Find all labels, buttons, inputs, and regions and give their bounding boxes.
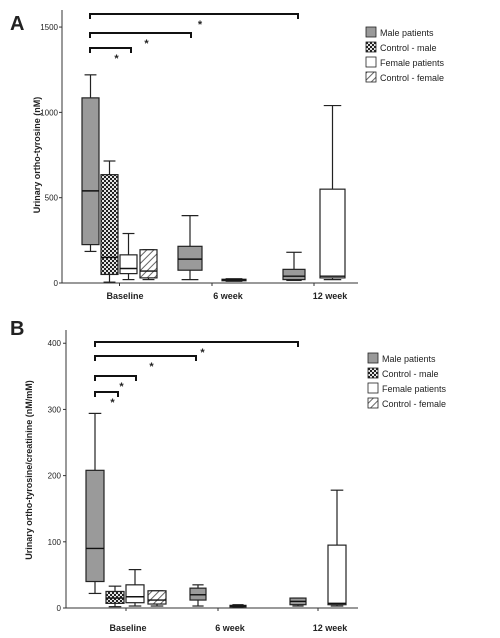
box-iqr	[147, 590, 167, 605]
category-label: 6 week	[213, 291, 244, 301]
y-tick-label: 0	[54, 279, 59, 288]
bracket-line	[94, 355, 197, 361]
box-plot	[177, 215, 203, 281]
panel-a-y-axis-label: Urinary ortho-tyrosine (nM)	[32, 97, 42, 214]
panel-b-y-axis-label: Urinary ortho-tyrosine/creatinine (nM/mM…	[24, 380, 34, 560]
panel-b-category-labels: Baseline 6 week 12 week	[109, 623, 348, 633]
panel-a-boxes	[81, 74, 346, 283]
box-iqr	[282, 268, 306, 281]
panel-a-legend: Male patients Control - male Female pati…	[365, 26, 445, 83]
category-label: 12 week	[313, 623, 349, 633]
box-iqr	[119, 254, 138, 275]
significance-star: *	[200, 347, 205, 359]
bracket-line	[89, 32, 192, 38]
legend-swatch	[367, 352, 379, 364]
box-plot	[282, 251, 306, 282]
box-plot	[327, 489, 347, 607]
panel-b-y-axis-label-text: Urinary ortho-tyrosine/creatinine (nM/mM…	[24, 380, 34, 560]
significance-star: *	[119, 381, 124, 393]
box-plot	[105, 585, 125, 608]
panel-a-axes: 0 500 1000 1500	[40, 10, 358, 288]
legend-label: Female patients	[382, 384, 447, 394]
box-plot	[221, 278, 247, 282]
y-tick-label: 1000	[40, 108, 58, 117]
box-iqr	[100, 174, 119, 276]
box-plot	[85, 412, 105, 595]
box-iqr	[139, 249, 158, 279]
panel-a: A Urinary ortho-tyrosine (nM) 0 500 1000 15…	[10, 10, 445, 301]
box-plot	[147, 590, 167, 607]
box-plot	[100, 160, 119, 283]
box-iqr	[81, 97, 100, 246]
legend-label: Male patients	[380, 28, 434, 38]
legend-label: Male patients	[382, 354, 436, 364]
box-iqr	[319, 188, 346, 279]
box-plot	[229, 604, 247, 608]
y-tick-label: 0	[57, 604, 62, 613]
significance-bracket: *	[94, 341, 299, 359]
box-plot	[289, 597, 307, 607]
legend-label: Control - male	[380, 43, 437, 53]
box-plot	[189, 584, 207, 607]
y-tick-label: 100	[48, 538, 62, 547]
y-tick-label: 300	[48, 405, 62, 414]
legend-swatch	[365, 41, 377, 53]
panel-b-label: B	[10, 318, 24, 340]
bracket-line	[94, 341, 299, 347]
legend-label: Control - male	[382, 369, 439, 379]
box-plot	[319, 104, 346, 281]
category-label: Baseline	[109, 623, 146, 633]
box-iqr	[327, 544, 347, 606]
y-tick-label: 1500	[40, 23, 58, 32]
box-iqr	[177, 245, 203, 271]
significance-star: *	[144, 38, 149, 50]
significance-star: *	[110, 397, 115, 409]
legend-swatch	[365, 26, 377, 38]
significance-bracket: *	[94, 355, 197, 373]
significance-star: *	[198, 19, 203, 31]
significance-bracket: *	[94, 375, 137, 393]
box-iqr	[85, 469, 105, 583]
panel-b-legend: Male patients Control - male Female pati…	[367, 352, 447, 409]
bracket-line	[89, 47, 132, 53]
panel-a-category-labels: Baseline 6 week 12 week	[106, 291, 348, 301]
significance-bracket: *	[89, 13, 299, 31]
legend-swatch	[367, 397, 379, 409]
legend-swatch	[367, 382, 379, 394]
significance-star: *	[114, 53, 119, 65]
panel-a-label: A	[10, 13, 24, 35]
bracket-line	[89, 13, 299, 19]
panel-b-boxes	[85, 412, 347, 608]
box-iqr	[125, 584, 145, 604]
legend-swatch	[365, 56, 377, 68]
significance-star: *	[149, 361, 154, 373]
box-plot	[125, 569, 145, 607]
box-plot	[139, 249, 158, 281]
category-label: Baseline	[106, 291, 143, 301]
significance-bracket: *	[94, 391, 119, 409]
panel-a-significance: * * *	[89, 13, 299, 65]
panel-b: B Urinary ortho-tyrosine/creatinine (nM/…	[10, 318, 447, 633]
box-plot	[81, 74, 100, 253]
significance-bracket: *	[89, 47, 132, 65]
legend-label: Control - female	[380, 73, 444, 83]
legend-label: Female patients	[380, 58, 445, 68]
box-plot	[119, 232, 138, 281]
bracket-line	[94, 375, 137, 381]
panel-b-axes: 0 100 200 300 400	[48, 330, 358, 613]
y-tick-label: 400	[48, 339, 62, 348]
category-label: 12 week	[313, 291, 349, 301]
significance-bracket: *	[89, 32, 192, 50]
legend-swatch	[367, 367, 379, 379]
legend-label: Control - female	[382, 399, 446, 409]
y-tick-label: 500	[45, 194, 59, 203]
legend-swatch	[365, 71, 377, 83]
panel-b-significance: * * * *	[94, 341, 299, 409]
bracket-line	[94, 391, 119, 397]
y-tick-label: 200	[48, 472, 62, 481]
category-label: 6 week	[215, 623, 246, 633]
